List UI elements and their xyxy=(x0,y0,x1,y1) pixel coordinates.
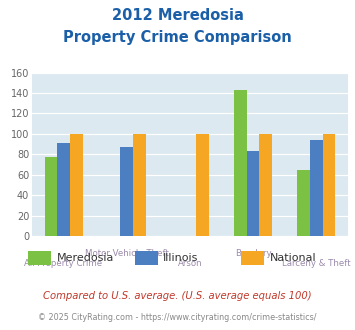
Text: All Property Crime: All Property Crime xyxy=(24,259,103,268)
Bar xyxy=(247,151,260,236)
Bar xyxy=(310,140,323,236)
Bar xyxy=(260,134,272,236)
Text: Motor Vehicle Theft: Motor Vehicle Theft xyxy=(85,249,169,258)
Text: Arson: Arson xyxy=(178,259,202,268)
Text: Burglary: Burglary xyxy=(235,249,272,258)
Bar xyxy=(70,134,82,236)
Bar xyxy=(133,134,146,236)
Text: Illinois: Illinois xyxy=(163,253,199,263)
Text: Meredosia: Meredosia xyxy=(57,253,114,263)
Bar xyxy=(196,134,209,236)
Text: 2012 Meredosia: 2012 Meredosia xyxy=(111,8,244,23)
Text: Property Crime Comparison: Property Crime Comparison xyxy=(63,30,292,45)
Text: Compared to U.S. average. (U.S. average equals 100): Compared to U.S. average. (U.S. average … xyxy=(43,291,312,301)
Text: Larceny & Theft: Larceny & Theft xyxy=(282,259,351,268)
Bar xyxy=(297,170,310,236)
Text: © 2025 CityRating.com - https://www.cityrating.com/crime-statistics/: © 2025 CityRating.com - https://www.city… xyxy=(38,313,317,322)
Bar xyxy=(45,157,57,236)
Bar xyxy=(120,147,133,236)
Bar xyxy=(234,90,247,236)
Bar xyxy=(323,134,335,236)
Bar xyxy=(57,143,70,236)
Text: National: National xyxy=(270,253,316,263)
